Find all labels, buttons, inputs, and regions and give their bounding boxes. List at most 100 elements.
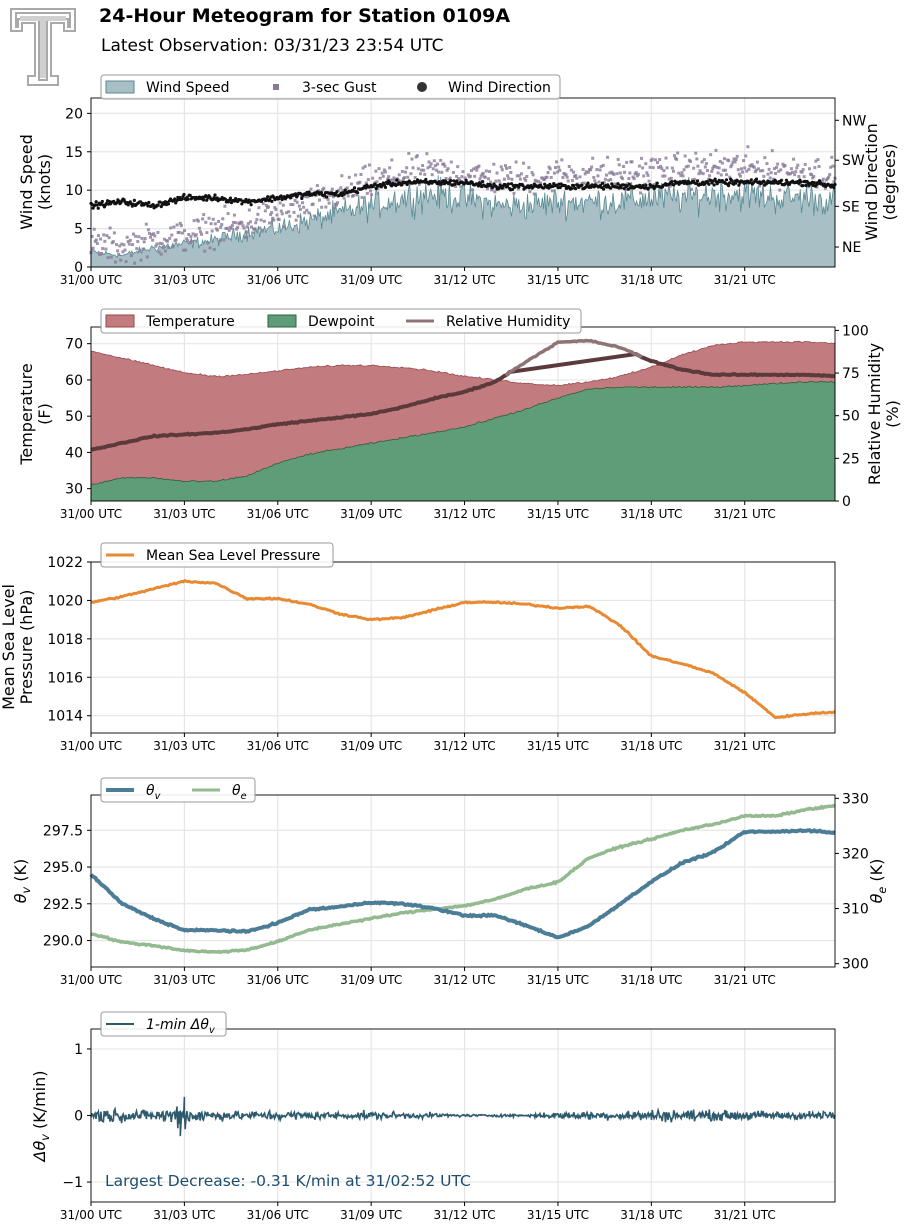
gust-marker [304,195,308,199]
gust-marker [188,241,192,245]
gust-marker [397,173,401,177]
gust-marker [478,177,482,181]
gust-marker [108,226,112,230]
gust-marker [815,185,819,189]
gust-marker [443,164,447,168]
wind-direction-marker [580,183,584,187]
gust-marker [339,186,343,190]
gust-marker [508,166,512,170]
gust-marker [400,169,404,173]
gust-marker [152,232,156,236]
legend-label: 1-min Δθv [146,1017,215,1036]
gust-marker [426,166,430,170]
mslp-line [91,579,836,720]
gust-marker [485,187,489,191]
x-tick-label: 31/21 UTC [714,273,776,287]
gust-marker [109,255,113,259]
legend-box [100,777,256,803]
gust-marker [259,218,263,222]
x-tick-label: 31/09 UTC [340,273,402,287]
wind-direction-marker [644,183,648,187]
x-tick-label: 31/06 UTC [247,273,309,287]
gust-marker [340,174,344,178]
gust-marker [444,176,448,180]
gust-marker [731,160,735,164]
wind-direction-marker [381,181,386,185]
gust-marker [574,174,578,178]
gust-marker [699,171,703,175]
wind-direction-marker [147,200,151,205]
gust-marker [664,156,668,160]
gust-marker [661,174,665,178]
x-tick-label: 31/12 UTC [433,507,495,521]
wind-direction-marker [299,192,303,196]
gust-marker [246,222,250,226]
gust-marker [99,237,103,241]
y-tick-label: −1 [62,1175,83,1191]
gust-marker [626,181,630,185]
gust-marker [738,174,742,178]
gust-marker [454,185,458,189]
gust-marker [122,243,126,247]
gust-marker [532,192,536,196]
gust-marker [602,181,606,185]
gust-marker [392,176,396,180]
gust-marker [288,214,292,218]
gust-marker [601,163,605,167]
gust-marker [307,211,311,215]
gust-marker [651,166,655,170]
gust-marker [752,165,756,169]
gust-marker [421,164,425,168]
gust-marker [812,175,816,179]
gust-marker [756,167,760,171]
y2-tick-label: 25 [842,451,860,467]
gust-marker [762,174,766,178]
wind-direction-marker [521,184,525,188]
gust-marker [382,168,386,172]
gust-marker [174,238,178,242]
wind-direction-marker [322,193,327,197]
gust-marker [160,242,164,246]
wind-direction-marker [213,193,217,197]
wind-direction-marker [395,178,399,182]
wind-direction-marker [799,180,803,184]
y-tick-label: 1022 [47,555,83,571]
gust-marker [258,226,262,230]
gust-marker [627,177,631,181]
gust-marker [802,175,806,179]
wind-direction-marker [506,182,511,186]
gust-marker [388,166,392,170]
dewpoint-area [90,380,836,502]
gust-marker [202,213,206,217]
gust-marker [589,168,593,172]
gust-marker [704,162,708,166]
wind-direction-marker [728,181,732,185]
legend-label: 3-sec Gust [302,80,377,96]
gust-marker [569,168,573,172]
gust-marker [260,229,264,233]
gust-marker [126,240,130,244]
gust-marker [727,159,731,163]
gust-marker [287,210,291,214]
gust-marker [628,171,632,175]
gust-marker [289,202,293,206]
theta-v-line [89,828,836,940]
gust-marker [442,162,446,166]
gust-marker [690,187,694,191]
gust-marker [612,172,616,176]
y-axis-label: Wind Speed [17,134,36,229]
gust-marker [367,163,371,167]
gust-marker [264,203,268,207]
wind-direction-marker [166,202,171,206]
gust-marker [615,172,619,176]
gust-marker [435,162,439,166]
page-title: 24-Hour Meteogram for Station 0109A [99,5,511,27]
gust-marker [198,230,202,234]
gust-marker [530,171,534,175]
gust-marker [788,172,792,176]
gust-marker [257,206,261,210]
gust-marker [461,170,465,174]
gust-marker [800,170,804,174]
y2-tick-label: NW [842,113,866,129]
x-tick-label: 31/00 UTC [60,739,122,753]
